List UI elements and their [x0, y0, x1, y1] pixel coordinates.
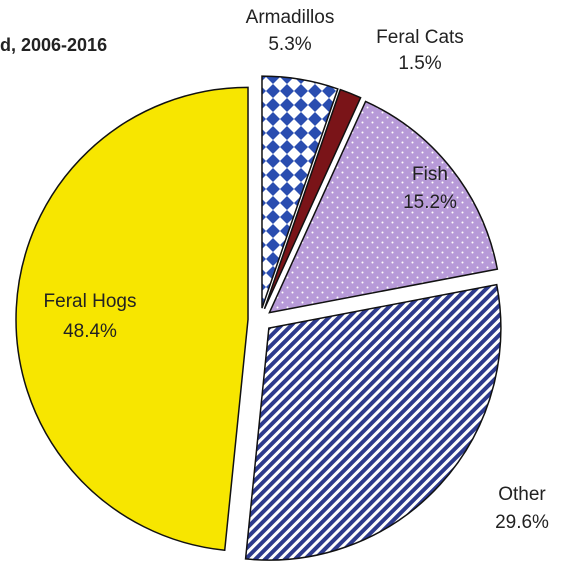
pie-slice [268, 100, 499, 314]
slice-value-label: 1.5% [398, 53, 441, 74]
slice-value-label: 15.2% [403, 192, 457, 213]
slice-label: Armadillos [246, 7, 335, 28]
pie-slice [15, 86, 249, 552]
slice-value-label: 48.4% [63, 321, 117, 342]
slice-label: Feral Hogs [44, 291, 137, 312]
slice-label: Feral Cats [376, 27, 464, 48]
chart-title: d, 2006-2016 [0, 35, 107, 55]
pie-slice [244, 283, 502, 561]
slice-label: Fish [412, 164, 448, 185]
pie-slice [263, 88, 362, 310]
slice-value-label: 29.6% [495, 512, 549, 533]
slice-label: Other [498, 484, 546, 505]
pie-slice [261, 75, 339, 309]
slice-value-label: 5.3% [268, 34, 311, 55]
